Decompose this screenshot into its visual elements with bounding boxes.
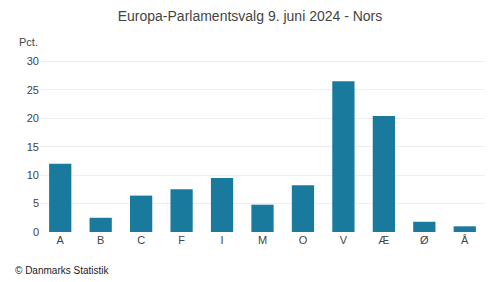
svg-text:30: 30 xyxy=(27,55,39,67)
svg-text:25: 25 xyxy=(27,84,39,96)
svg-text:A: A xyxy=(57,234,65,246)
svg-text:0: 0 xyxy=(33,226,39,238)
svg-text:Æ: Æ xyxy=(378,234,389,246)
svg-text:Pct.: Pct. xyxy=(19,36,38,48)
svg-text:15: 15 xyxy=(27,141,39,153)
svg-text:20: 20 xyxy=(27,112,39,124)
svg-text:Ø: Ø xyxy=(420,234,429,246)
svg-text:O: O xyxy=(299,234,308,246)
svg-text:M: M xyxy=(258,234,267,246)
svg-text:F: F xyxy=(178,234,185,246)
svg-text:I: I xyxy=(221,234,224,246)
svg-text:Å: Å xyxy=(461,234,469,246)
svg-text:10: 10 xyxy=(27,169,39,181)
svg-text:B: B xyxy=(97,234,104,246)
svg-text:© Danmarks Statistik: © Danmarks Statistik xyxy=(15,265,110,276)
svg-text:5: 5 xyxy=(33,197,39,209)
svg-text:Europa-Parlamentsvalg 9. juni: Europa-Parlamentsvalg 9. juni 2024 - Nor… xyxy=(118,8,383,24)
svg-text:C: C xyxy=(137,234,145,246)
svg-text:V: V xyxy=(340,234,348,246)
